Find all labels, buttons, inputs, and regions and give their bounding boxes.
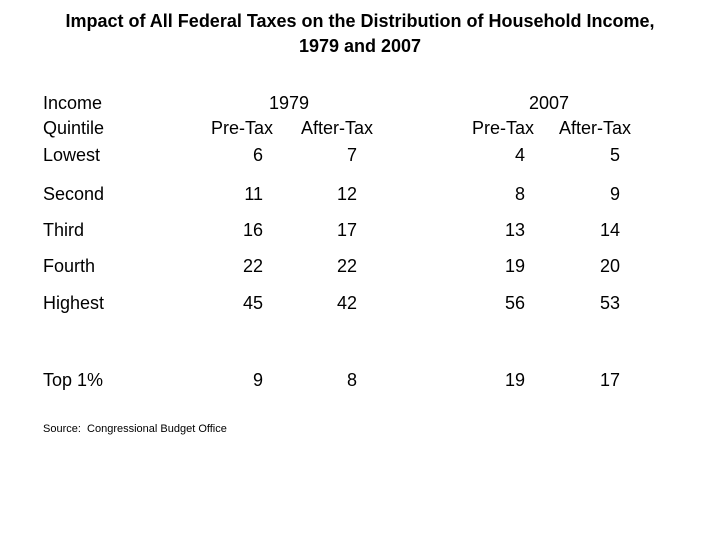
value-2007-pretax: 19 xyxy=(504,256,525,276)
source-note: Source: Congressional Budget Office xyxy=(43,423,227,435)
row-label: Top 1% xyxy=(43,370,104,390)
value-1979-aftertax: 8 xyxy=(346,370,357,390)
table-header-row-years: Income 1979 2007 xyxy=(0,93,720,113)
value-2007-pretax: 8 xyxy=(514,184,525,204)
row-label: Lowest xyxy=(43,145,101,165)
col-header-2007-aftertax: After-Tax xyxy=(558,118,632,138)
value-1979-pretax: 9 xyxy=(252,370,263,390)
value-2007-pretax: 56 xyxy=(504,293,525,313)
value-2007-pretax: 13 xyxy=(504,220,525,240)
year-header-1979: 1979 xyxy=(268,93,310,113)
table-header-row-columns: Quintile Pre-Tax After-Tax Pre-Tax After… xyxy=(0,118,720,138)
value-1979-pretax: 45 xyxy=(242,293,263,313)
value-1979-aftertax: 22 xyxy=(336,256,357,276)
value-2007-aftertax: 5 xyxy=(609,145,620,165)
col-header-1979-pretax: Pre-Tax xyxy=(210,118,274,138)
row-label: Second xyxy=(43,184,105,204)
value-2007-pretax: 19 xyxy=(504,370,525,390)
value-2007-pretax: 4 xyxy=(514,145,525,165)
value-2007-aftertax: 14 xyxy=(599,220,620,240)
value-1979-pretax: 6 xyxy=(252,145,263,165)
table-row-top1pct: Top 1% 9 8 19 17 xyxy=(0,370,720,390)
value-1979-aftertax: 42 xyxy=(336,293,357,313)
value-2007-aftertax: 20 xyxy=(599,256,620,276)
value-2007-aftertax: 9 xyxy=(609,184,620,204)
row-header-quintile: Quintile xyxy=(43,118,105,138)
title-line-1: Impact of All Federal Taxes on the Distr… xyxy=(65,11,655,31)
year-header-2007: 2007 xyxy=(528,93,570,113)
value-1979-aftertax: 17 xyxy=(336,220,357,240)
row-label: Third xyxy=(43,220,85,240)
col-header-1979-aftertax: After-Tax xyxy=(300,118,374,138)
table-row-fourth: Fourth 22 22 19 20 xyxy=(0,256,720,276)
value-1979-pretax: 11 xyxy=(244,184,263,204)
table-row-second: Second 11 12 8 9 xyxy=(0,184,720,204)
title-line-2: 1979 and 2007 xyxy=(298,36,422,56)
col-header-2007-pretax: Pre-Tax xyxy=(471,118,535,138)
value-2007-aftertax: 53 xyxy=(599,293,620,313)
row-label: Highest xyxy=(43,293,105,313)
table-row-third: Third 16 17 13 14 xyxy=(0,220,720,240)
value-1979-aftertax: 7 xyxy=(346,145,357,165)
table-row-lowest: Lowest 6 7 4 5 xyxy=(0,145,720,165)
table-row-highest: Highest 45 42 56 53 xyxy=(0,293,720,313)
row-label: Fourth xyxy=(43,256,96,276)
value-2007-aftertax: 17 xyxy=(599,370,620,390)
value-1979-aftertax: 12 xyxy=(336,184,357,204)
value-1979-pretax: 16 xyxy=(242,220,263,240)
value-1979-pretax: 22 xyxy=(242,256,263,276)
slide-title: Impact of All Federal Taxes on the Distr… xyxy=(0,9,720,59)
row-header-income: Income xyxy=(43,93,103,113)
